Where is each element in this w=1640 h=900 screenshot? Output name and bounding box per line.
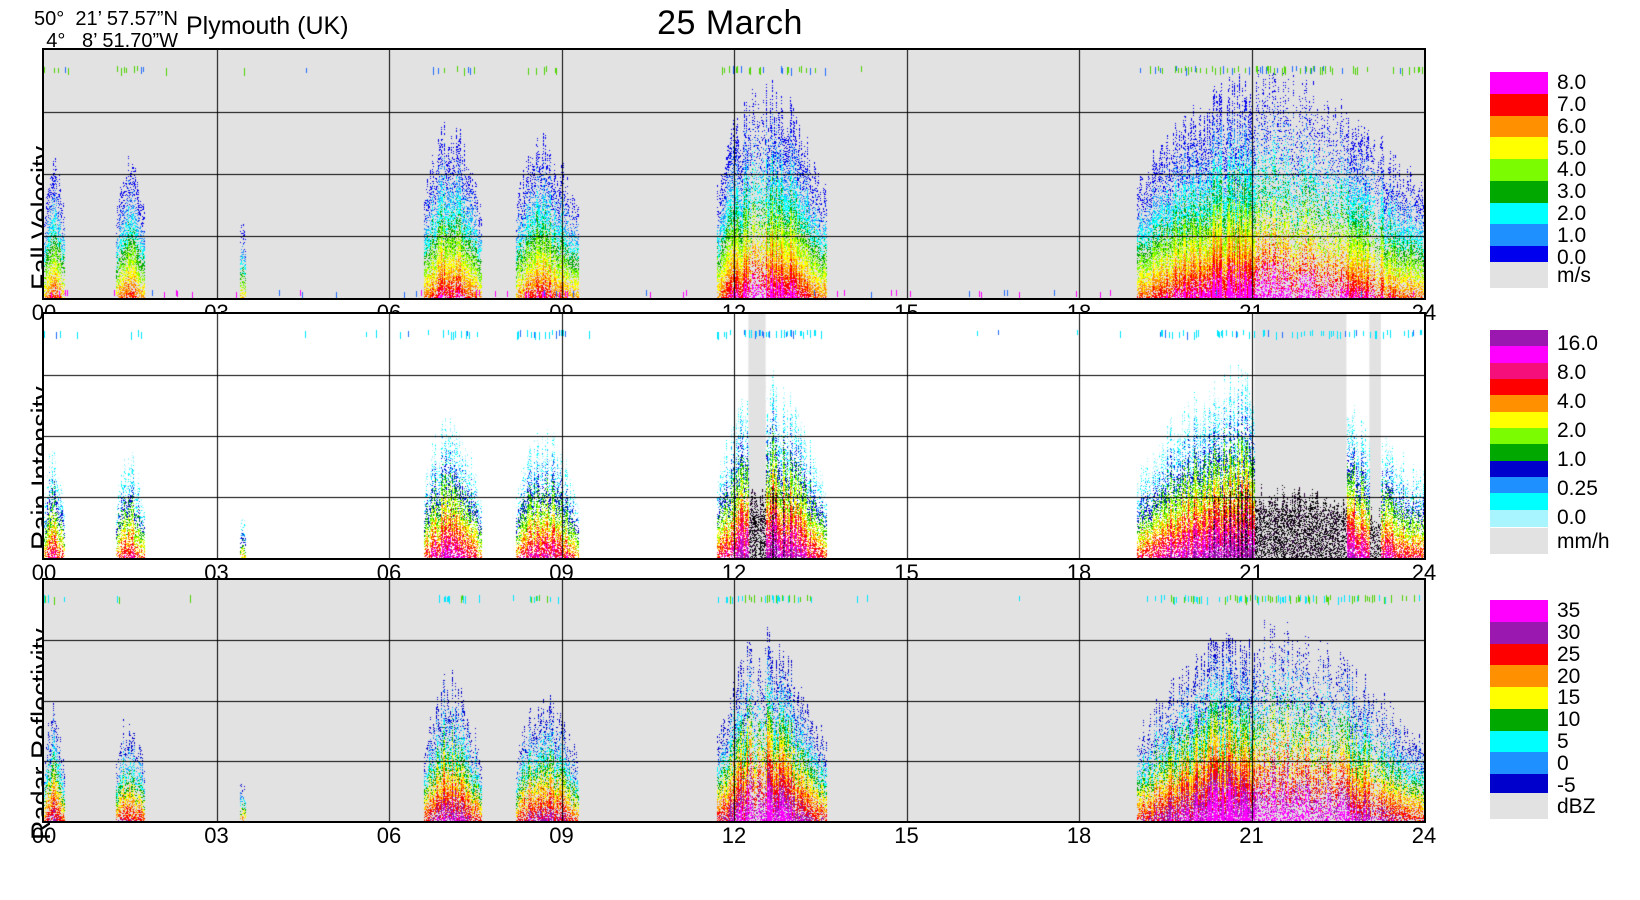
fall-velocity-colorbar-swatch-2 (1490, 115, 1548, 138)
x-axis-tick-12: 12 (721, 823, 747, 848)
fall-velocity-colorbar-labels: 8.0 7.0 6.0 5.0 4.0 3.0 2.0 1.0 0.0 (1557, 71, 1637, 269)
rain-intensity-colorbar-label-0: 16.0 (1557, 332, 1598, 355)
panel-rain-intensity (42, 312, 1426, 560)
rain-intensity-colorbar-swatch-1 (1490, 346, 1548, 364)
radar-reflectivity-colorbar-label-1: 30 (1557, 621, 1581, 645)
site-coordinates: 50° 21’ 57.57”N 4° 8’ 51.70”W (33, 8, 178, 52)
radar-reflectivity-colorbar-label-4: 15 (1557, 686, 1581, 710)
radar-reflectivity-colorbar-swatch-0 (1490, 600, 1548, 623)
fall-velocity-colorbar-label-2: 6.0 (1557, 114, 1587, 138)
radar-reflectivity-colorbar-label-5: 10 (1557, 708, 1581, 732)
radar-reflectivity-colorbar-swatch-5 (1490, 708, 1548, 732)
fall-velocity-colorbar-swatch-5 (1490, 180, 1548, 204)
fall-velocity-colorbar-label-6: 2.0 (1557, 201, 1587, 225)
fall-velocity-colorbar-label-1: 7.0 (1557, 93, 1587, 117)
radar-reflectivity-colorbar-label-0: 35 (1557, 599, 1581, 623)
fall-velocity-colorbar-label-7: 1.0 (1557, 223, 1587, 247)
page-title: 25 March (657, 4, 803, 42)
rain-intensity-colorbar-label-5: 0.25 (1557, 477, 1598, 500)
x-axis-tick-18: 18 (1066, 823, 1092, 848)
radar-reflectivity-colorbar-label-8: -5 (1557, 773, 1576, 797)
x-axis-tick-09: 09 (549, 823, 574, 848)
radar-reflectivity-colorbar-labels: 35 30 25 20 15 10 5 0 -5 (1557, 599, 1637, 797)
fall-velocity-colorbar-swatch-0 (1490, 72, 1548, 95)
fall-velocity-colorbar-label-4: 4.0 (1557, 158, 1587, 182)
fall-velocity-colorbar-swatch-4 (1490, 159, 1548, 182)
x-axis-tick-00: 00 (31, 823, 57, 848)
fall-velocity-colorbar-swatch-7 (1490, 224, 1548, 247)
rain-intensity-colorbar-labels: 16.0 8.0 4.0 2.0 1.0 0.25 0.0 (1557, 330, 1637, 529)
rain-intensity-colorbar-swatch-3 (1490, 379, 1548, 396)
x-axis-tick-15: 15 (894, 823, 919, 848)
x-axis-radar-reflectivity: 00 03 06 09 12 15 18 21 24 (32, 823, 1436, 849)
rain-intensity-colorbar-swatch-8 (1490, 460, 1548, 478)
site-name: Plymouth (UK) (186, 12, 349, 40)
fall-velocity-colorbar-unit-label: m/s (1557, 264, 1591, 287)
rain-intensity-colorbar-swatch-4 (1490, 395, 1548, 413)
x-axis-tick-21: 21 (1239, 823, 1264, 848)
rain-intensity-colorbar-nodata-swatch (1490, 528, 1548, 554)
rain-intensity-colorbar-label-4: 1.0 (1557, 448, 1587, 471)
radar-reflectivity-colorbar-label-6: 5 (1557, 729, 1569, 753)
x-axis-tick-24: 24 (1411, 823, 1437, 848)
panel-fall-velocity (42, 48, 1426, 300)
rain-intensity-colorbar-swatch-0 (1490, 330, 1548, 347)
radar-reflectivity-colorbar-label-7: 0 (1557, 751, 1569, 775)
rain-intensity-colorbar-swatch-5 (1490, 411, 1548, 429)
x-axis-tick-03: 03 (204, 823, 229, 848)
rain-intensity-colorbar-label-3: 2.0 (1557, 419, 1587, 442)
rain-intensity-colorbar-swatch-10 (1490, 493, 1548, 511)
rain-intensity-colorbar-label-2: 4.0 (1557, 390, 1587, 413)
rain-intensity-colorbar-swatch-6 (1490, 428, 1548, 445)
rain-intensity-colorbar-swatch-11 (1490, 509, 1548, 527)
radar-reflectivity-colorbar-swatch-6 (1490, 730, 1548, 754)
radar-reflectivity-colorbar-label-3: 20 (1557, 664, 1581, 688)
x-axis-tick-06: 06 (376, 823, 402, 848)
radar-reflectivity-colorbar-swatch-4 (1490, 687, 1548, 710)
radar-reflectivity-colorbar-bar (1490, 600, 1548, 797)
panel-radar-reflectivity (42, 578, 1426, 823)
rain-intensity-colorbar-swatch-9 (1490, 477, 1548, 494)
fall-velocity-colorbar-swatch-3 (1490, 137, 1548, 160)
radar-reflectivity-colorbar-swatch-7 (1490, 752, 1548, 775)
fall-velocity-colorbar-nodata-swatch (1490, 262, 1548, 288)
radar-reflectivity-colorbar-swatch-1 (1490, 621, 1548, 645)
rain-intensity-colorbar-label-1: 8.0 (1557, 361, 1587, 384)
rain-intensity-colorbar-label-6: 0.0 (1557, 506, 1587, 529)
fall-velocity-colorbar-label-3: 5.0 (1557, 136, 1587, 160)
rain-intensity-colorbar-unit-label: mm/h (1557, 530, 1610, 553)
fall-velocity-colorbar-label-0: 8.0 (1557, 71, 1587, 95)
rain-intensity-colorbar-swatch-2 (1490, 362, 1548, 380)
radar-reflectivity-colorbar-swatch-3 (1490, 665, 1548, 688)
fall-velocity-colorbar-swatch-1 (1490, 93, 1548, 117)
radar-reflectivity-colorbar-label-2: 25 (1557, 642, 1581, 666)
radar-reflectivity-colorbar-swatch-8 (1490, 774, 1548, 797)
rain-intensity-colorbar-swatch-7 (1490, 444, 1548, 462)
fall-velocity-colorbar-label-5: 3.0 (1557, 180, 1587, 204)
fall-velocity-colorbar-label-8: 0.0 (1557, 245, 1587, 269)
fall-velocity-colorbar-swatch-6 (1490, 202, 1548, 226)
radar-reflectivity-colorbar-unit-label: dBZ (1557, 795, 1596, 818)
fall-velocity-colorbar-bar (1490, 72, 1548, 269)
radar-reflectivity-colorbar-nodata-swatch (1490, 793, 1548, 819)
rain-intensity-colorbar-bar (1490, 330, 1548, 527)
radar-reflectivity-colorbar-swatch-2 (1490, 643, 1548, 666)
